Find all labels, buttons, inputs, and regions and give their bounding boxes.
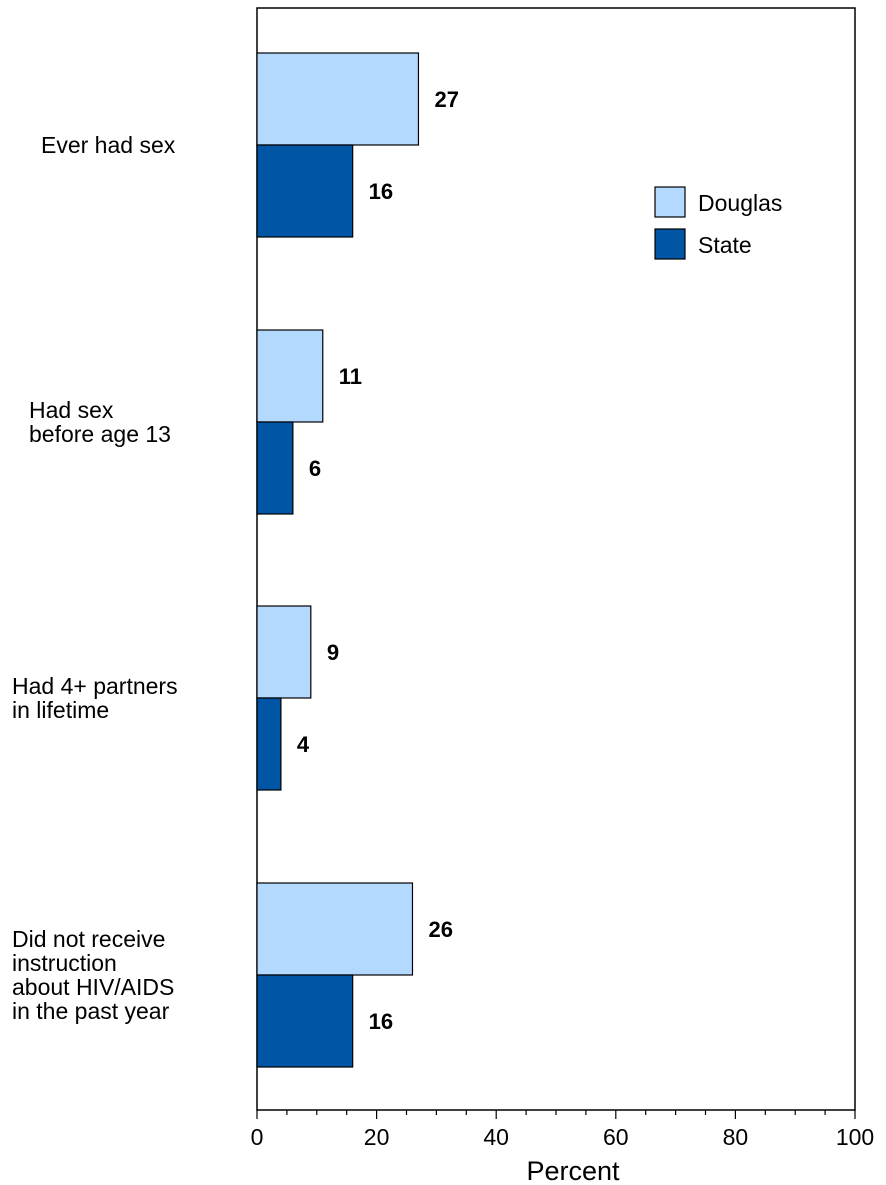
data-label: 6 bbox=[309, 456, 321, 481]
legend-label-douglas: Douglas bbox=[698, 190, 782, 216]
category-label-line: instruction bbox=[12, 950, 117, 976]
bar-douglas-1 bbox=[256, 329, 324, 423]
legend: Douglas State bbox=[654, 186, 782, 260]
data-label: 27 bbox=[434, 87, 458, 112]
category-label-line: Had sex bbox=[29, 397, 114, 423]
category-labels-group: Ever had sex Had sex before age 13 Had 4+ p… bbox=[12, 132, 178, 1024]
data-label: 26 bbox=[428, 917, 452, 942]
data-label: 16 bbox=[369, 179, 393, 204]
bar-state-1 bbox=[256, 421, 294, 515]
x-axis: 0 20 40 60 80 100 bbox=[251, 1110, 874, 1150]
bar-douglas-3 bbox=[256, 882, 414, 976]
category-label: Ever had sex bbox=[41, 132, 176, 158]
bar-state-2 bbox=[256, 697, 282, 791]
x-axis-title: Percent bbox=[526, 1156, 620, 1185]
data-label: 16 bbox=[369, 1009, 393, 1034]
bar-state-0 bbox=[256, 144, 354, 238]
data-label: 11 bbox=[339, 364, 362, 389]
x-tick-label: 0 bbox=[251, 1124, 264, 1150]
category-label-line: about HIV/AIDS bbox=[12, 974, 174, 1000]
category-label: Had 4+ partners in lifetime bbox=[12, 673, 178, 723]
category-label: Did not receive instruction about HIV/AIDS… bbox=[12, 926, 174, 1024]
legend-swatch-state bbox=[654, 228, 686, 260]
bar-douglas-2 bbox=[256, 605, 312, 699]
bars-group bbox=[256, 52, 420, 1068]
category-label-line: Had 4+ partners bbox=[12, 673, 178, 699]
category-label-line: in lifetime bbox=[12, 697, 109, 723]
value-labels-group: 27 16 11 6 9 4 26 16 bbox=[297, 87, 459, 1034]
x-tick-label: 40 bbox=[483, 1124, 509, 1150]
x-tick-label: 20 bbox=[364, 1124, 390, 1150]
bar-douglas-0 bbox=[256, 52, 420, 146]
bar-state-3 bbox=[256, 974, 354, 1068]
data-label: 4 bbox=[297, 732, 310, 757]
category-label-line: in the past year bbox=[12, 998, 170, 1024]
data-label: 9 bbox=[327, 640, 339, 665]
category-label-line: Did not receive bbox=[12, 926, 165, 952]
legend-label-state: State bbox=[698, 232, 752, 258]
legend-swatch-douglas bbox=[654, 186, 686, 218]
category-label-line: Ever had sex bbox=[41, 132, 176, 158]
category-label: Had sex before age 13 bbox=[29, 397, 171, 447]
category-label-line: before age 13 bbox=[29, 421, 171, 447]
x-tick-label: 60 bbox=[603, 1124, 629, 1150]
x-tick-label: 80 bbox=[723, 1124, 749, 1150]
x-tick-label: 100 bbox=[836, 1124, 874, 1150]
